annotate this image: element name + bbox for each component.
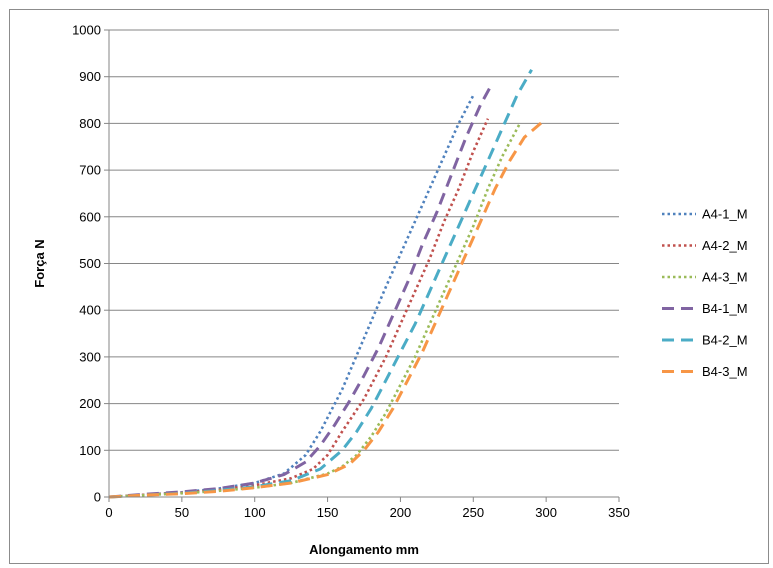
legend-label: A4-2_M — [702, 238, 748, 253]
chart-frame: 0 100 200 300 400 500 600 700 800 900 1000 0 50 100 15… — [9, 9, 769, 564]
series-lines — [108, 68, 548, 499]
legend-label: B4-1_M — [702, 301, 748, 316]
y-axis-title: Força N — [32, 239, 47, 287]
gridlines — [109, 29, 619, 451]
y-tick-label: 600 — [79, 209, 101, 224]
y-tick-label: 900 — [79, 69, 101, 84]
legend-label: B4-3_M — [702, 364, 748, 379]
x-tick-label: 50 — [175, 505, 189, 520]
x-tick-label: 300 — [535, 505, 557, 520]
axes — [104, 29, 620, 502]
series-line-b4-3-m — [108, 117, 548, 499]
y-tick-label: 1000 — [72, 23, 101, 38]
y-tick-label: 0 — [94, 490, 101, 505]
x-tick-label: 100 — [244, 505, 266, 520]
y-tick-label: 200 — [79, 396, 101, 411]
x-tick-label: 150 — [317, 505, 339, 520]
y-tick-label: 500 — [79, 256, 101, 271]
x-tick-label: 200 — [390, 505, 412, 520]
series-line-b4-1-m — [108, 85, 493, 499]
x-tick-label: 350 — [608, 505, 630, 520]
y-tick-label: 700 — [79, 163, 101, 178]
y-tick-label: 300 — [79, 349, 101, 364]
x-tick-label: 0 — [105, 505, 112, 520]
legend-label: B4-2_M — [702, 333, 748, 348]
series-line-a4-1-m — [108, 94, 475, 499]
y-tick-label: 800 — [79, 116, 101, 131]
chart-svg: 0 100 200 300 400 500 600 700 800 900 1000 0 50 100 15… — [32, 23, 748, 558]
legend: A4-1_M A4-2_M A4-3_M B4-1_M B4-2_M B4-3_M — [662, 207, 748, 379]
tick-labels: 0 100 200 300 400 500 600 700 800 900 1000 0 50 100 15… — [72, 23, 630, 521]
series-line-a4-2-m — [108, 118, 490, 499]
x-axis-title: Alongamento mm — [309, 542, 419, 557]
x-tick-label: 250 — [462, 505, 484, 520]
legend-label: A4-3_M — [702, 270, 748, 285]
legend-label: A4-1_M — [702, 207, 748, 222]
y-tick-label: 400 — [79, 303, 101, 318]
y-tick-label: 100 — [79, 443, 101, 458]
